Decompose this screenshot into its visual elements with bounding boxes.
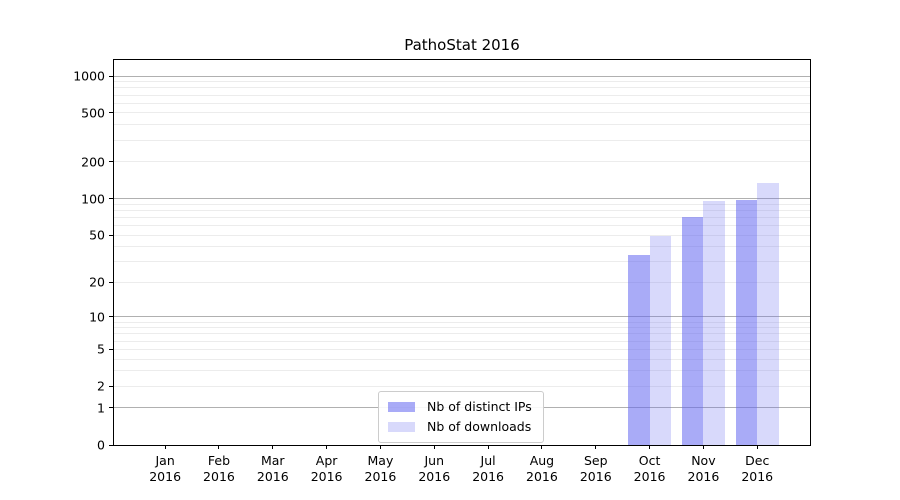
x-axis-tick [218,445,220,449]
x-axis-tick-label: May 2016 [364,453,397,484]
y-axis-tick [109,444,113,446]
plot-area: 0 1 2 5 10 20 50 100 200 500 1000 Jan 2016 Feb 2016 M… [73,59,811,484]
gridline-minor-70 [114,216,810,218]
x-axis-tick-label: Jul 2016 [472,453,504,484]
y-axis-tick-label: 2 [97,378,105,394]
y-axis-tick-label: 200 [81,154,105,170]
x-axis-tick [595,445,597,449]
x-axis-tick [487,445,489,449]
bar-nb-of-distinct-ips-oct-2016 [628,255,650,445]
x-axis-tick-label: Dec 2016 [741,453,774,484]
legend-swatch [388,421,415,432]
y-axis-tick [109,316,113,318]
legend: Nb of distinct IPs Nb of downloads [378,391,544,443]
bar-nb-of-distinct-ips-nov-2016 [681,217,704,445]
y-axis-tick-label: 1000 [73,68,105,84]
legend-label: Nb of downloads [427,419,532,434]
gridline-minor-8 [114,327,810,329]
gridline-minor-6 [114,340,810,342]
y-axis-tick-label: 100 [81,191,105,206]
y-axis-tick [109,112,113,114]
x-axis-tick-label: Aug 2016 [526,453,558,484]
gridline-minor-20 [114,281,810,283]
gridline-minor-500 [114,112,810,114]
y-axis-tick [109,198,113,199]
bar-nb-of-distinct-ips-dec-2016 [735,199,758,445]
gridline-minor-200 [114,161,810,163]
y-axis-tick [109,407,113,409]
x-axis-tick-label: Jan 2016 [149,453,182,484]
y-axis-tick-label: 50 [89,227,105,243]
x-axis-tick-label: Apr 2016 [310,453,343,484]
y-axis-tick-label: 1 [97,400,105,416]
gridline-minor-2 [114,385,810,387]
gridline-major-1000 [114,75,810,77]
y-axis-tick-label: 20 [89,274,105,290]
x-axis-tick [756,445,758,449]
bar-nb-of-downloads-oct-2016 [649,236,672,445]
gridline-minor-900 [114,81,810,83]
legend-item-0: Nb of distinct IPs [388,399,532,414]
x-axis-tick [702,445,704,449]
y-axis-tick-label: 10 [89,309,105,325]
x-axis-tick [272,445,274,449]
x-axis-tick-label: Nov 2016 [687,453,720,484]
gridline-minor-9 [114,321,810,323]
gridline-minor-7 [114,333,810,335]
gridline-minor-600 [114,102,810,104]
legend-item-1: Nb of downloads [388,419,532,434]
x-axis-tick [326,445,328,449]
gridline-minor-5 [114,348,810,350]
gridline-minor-30 [114,261,810,263]
gridline-minor-50 [114,234,810,236]
gridline-minor-3 [114,370,810,372]
gridline-minor-700 [114,94,810,96]
y-axis-tick-label: 0 [97,437,105,453]
y-axis-tick-label: 500 [81,105,105,121]
y-axis-tick [109,161,113,163]
x-axis-tick [379,445,381,449]
y-axis-tick [109,385,113,387]
chart-title: PathoStat 2016 [404,36,520,54]
x-axis-tick [164,445,166,449]
y-axis-tick [109,348,113,350]
gridline-minor-4 [114,358,810,360]
x-axis-tick-label: Oct 2016 [633,453,666,484]
gridline-minor-60 [114,224,810,226]
gridline-minor-80 [114,209,810,211]
gridline-minor-90 [114,203,810,205]
y-axis-tick [109,75,113,77]
gridline-minor-40 [114,246,810,248]
x-axis-tick-label: Feb 2016 [203,453,235,484]
gridline-major-10 [114,316,810,318]
bar-nb-of-downloads-dec-2016 [757,182,779,445]
y-axis-tick [109,281,113,283]
x-axis-tick-label: Sep 2016 [579,453,612,484]
y-axis-tick-label: 5 [97,341,105,357]
bar-nb-of-downloads-nov-2016 [703,201,725,445]
x-axis-tick [649,445,651,449]
x-axis-tick [433,445,435,449]
gridline-minor-300 [114,139,810,141]
x-axis-tick-label: Jun 2016 [418,453,451,484]
gridline-minor-800 [114,87,810,89]
legend-label: Nb of distinct IPs [427,399,532,414]
y-axis-tick [109,234,113,236]
legend-swatch [388,401,415,412]
gridline-major-100 [114,198,810,199]
gridline-minor-400 [114,124,810,126]
x-axis-tick-label: Mar 2016 [256,453,289,484]
x-axis-tick [541,445,543,449]
